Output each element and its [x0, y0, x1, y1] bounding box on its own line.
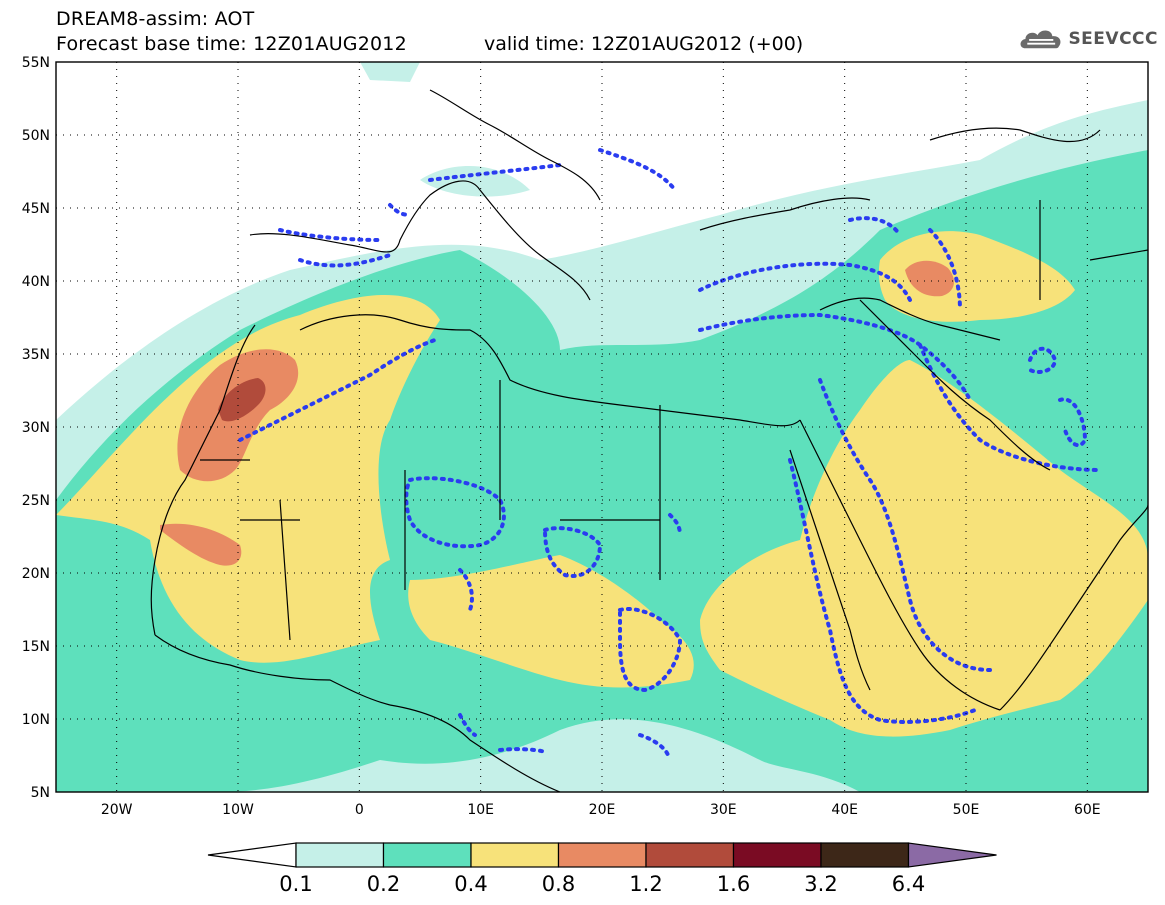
aot-band-0.1-0.2-north: [360, 62, 530, 197]
lon-tick-label: 10E: [467, 802, 494, 818]
lat-tick-label: 30N: [22, 420, 50, 436]
lon-tick-label: 50E: [953, 802, 980, 818]
colorbar-swatch: [382, 842, 472, 868]
lat-tick-label: 35N: [22, 347, 50, 363]
colorbar-swatch: [295, 842, 385, 868]
colorbar-swatch: [820, 842, 910, 868]
aot-band-0.4-0.8-caucasus: [878, 231, 1075, 322]
lat-tick-label: 40N: [22, 274, 50, 290]
lon-tick-label: 0: [355, 802, 364, 818]
lat-tick-label: 50N: [22, 128, 50, 144]
colorbar-label: 6.4: [892, 872, 925, 896]
colorbar-label: 0.1: [279, 872, 312, 896]
lat-tick-label: 45N: [22, 201, 50, 217]
lat-tick-label: 20N: [22, 566, 50, 582]
colorbar: 0.1 0.2 0.4 0.8 1.2 1.6 3.2 6.4: [207, 842, 997, 896]
colorbar-swatch: [645, 842, 735, 868]
aot-band-0.4-0.8-west: [56, 295, 440, 663]
logo-text: SEEVCCC: [1068, 29, 1158, 49]
aot-band-0.8-1.2-mauritania: [160, 523, 242, 566]
colorbar-label: 1.2: [629, 872, 662, 896]
aot-band-1.2-1.6: [218, 378, 266, 422]
lon-tick-label: 20W: [101, 802, 133, 818]
colorbar-label: 0.2: [367, 872, 400, 896]
colorbar-label: 1.6: [717, 872, 750, 896]
colorbar-low-arrow: [207, 842, 297, 868]
cloud-icon: [1020, 30, 1061, 49]
lon-tick-label: 20E: [589, 802, 616, 818]
seevccc-logo: SEEVCCC: [1018, 22, 1158, 56]
colorbar-swatch: [732, 842, 822, 868]
lon-tick-label: 10W: [222, 802, 254, 818]
lat-tick-label: 55N: [22, 55, 50, 71]
colorbar-swatch: [557, 842, 647, 868]
forecast-base-time: Forecast base time: 12Z01AUG2012: [56, 33, 407, 55]
coastlines-borders: [150, 89, 1148, 792]
colorbar-label: 3.2: [804, 872, 837, 896]
lat-tick-label: 15N: [22, 639, 50, 655]
axis-ticks: 55N 50N 45N 40N 35N 30N 25N 20N 15N 10N 5N 20W 10W 0 1…: [22, 55, 1101, 818]
colorbar-high-arrow: [907, 842, 997, 868]
lat-tick-label: 5N: [31, 785, 50, 801]
colorbar-swatch: [470, 842, 560, 868]
colorbar-label: 0.4: [454, 872, 487, 896]
map-title: DREAM8-assim: AOT: [56, 8, 255, 30]
lon-tick-label: 60E: [1074, 802, 1101, 818]
dotted-contours: [238, 148, 1102, 757]
valid-time: valid time: 12Z01AUG2012 (+00): [484, 33, 804, 55]
lat-tick-label: 25N: [22, 493, 50, 509]
lon-tick-label: 30E: [710, 802, 737, 818]
lat-tick-label: 10N: [22, 712, 50, 728]
aot-band-0.4-0.8-arabia: [700, 360, 1148, 737]
colorbar-label: 0.8: [542, 872, 575, 896]
aot-band-0.8-1.2-caucasus: [905, 260, 954, 297]
graticule-grid: [56, 62, 1148, 792]
lon-tick-label: 40E: [831, 802, 858, 818]
